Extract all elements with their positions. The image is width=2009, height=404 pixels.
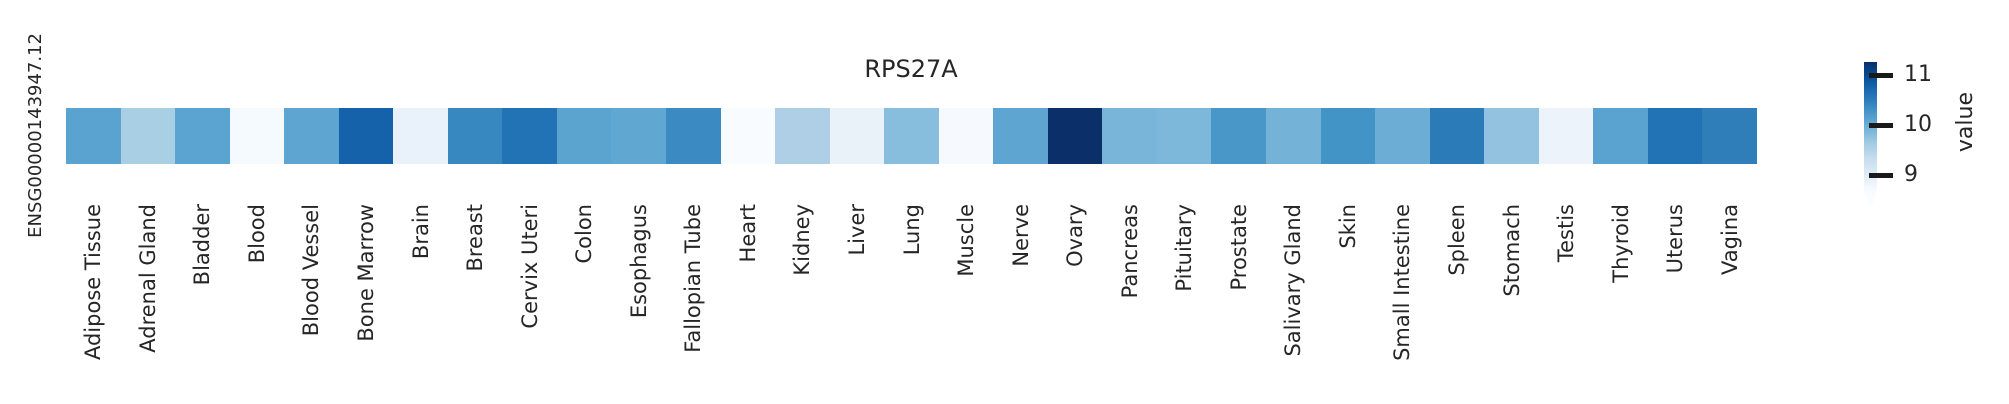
x-tick-label: Fallopian Tube [681, 204, 706, 353]
x-tick-label: Spleen [1444, 204, 1469, 276]
x-tick-label: Uterus [1663, 204, 1688, 274]
x-tick-label: Bladder [190, 204, 215, 286]
y-axis-row-label: ENSG00000143947.12 [25, 33, 46, 238]
colorbar-tick-mark [1869, 72, 1893, 78]
x-tick-label: Nerve [1008, 204, 1033, 267]
heatmap-cell [338, 108, 394, 164]
x-tick-label: Esophagus [626, 204, 651, 319]
heatmap-row [66, 108, 1757, 164]
heatmap-cell [1375, 108, 1430, 164]
x-tick-label: Ovary [1063, 204, 1088, 267]
x-tick-label: Breast [463, 204, 488, 272]
heatmap-cell [666, 108, 721, 164]
colorbar-value-label: value [1953, 92, 1978, 153]
x-tick-label: Salivary Gland [1281, 204, 1306, 357]
x-tick-label: Blood [244, 204, 269, 264]
x-tick-label: Small Intestine [1390, 204, 1415, 361]
x-tick-label: Prostate [1226, 204, 1251, 291]
heatmap-cell [1266, 108, 1321, 164]
x-tick-label: Bone Marrow [354, 204, 379, 342]
heatmap-cell [229, 108, 285, 164]
heatmap-cell [1211, 108, 1267, 164]
heatmap-cell [993, 108, 1048, 164]
colorbar-tick-label: 10 [1904, 112, 1932, 137]
x-tick-label: Pituitary [1172, 204, 1197, 292]
heatmap-cell [1647, 108, 1703, 164]
x-tick-label: Adipose Tissue [81, 204, 106, 361]
x-tick-label: Muscle [954, 204, 979, 277]
colorbar-tick-mark [1869, 172, 1893, 178]
heatmap-cell [720, 108, 776, 164]
x-tick-label: Lung [899, 204, 924, 256]
heatmap-cell [120, 108, 176, 164]
colorbar-tick-mark [1869, 122, 1893, 128]
heatmap-cell [1702, 108, 1757, 164]
x-tick-label: Kidney [790, 204, 815, 276]
x-tick-label: Cervix Uteri [517, 204, 542, 329]
colorbar-extend-min-arrow [1864, 190, 1877, 211]
x-tick-label: Skin [1335, 204, 1360, 249]
heatmap-cell [1047, 108, 1103, 164]
heatmap-cell [1156, 108, 1212, 164]
chart-title: RPS27A [864, 55, 958, 83]
x-tick-label: Heart [735, 204, 760, 263]
heatmap-cell [393, 108, 448, 164]
colorbar-tick-label: 9 [1904, 162, 1918, 187]
heatmap-cell [1484, 108, 1539, 164]
x-tick-label: Adrenal Gland [135, 204, 160, 353]
heatmap-cell [284, 108, 339, 164]
x-tick-label: Pancreas [1117, 204, 1142, 299]
heatmap-cell [447, 108, 503, 164]
heatmap-cell [175, 108, 230, 164]
x-tick-label: Vagina [1717, 204, 1742, 275]
heatmap-cell [884, 108, 939, 164]
heatmap-cell [1320, 108, 1376, 164]
x-tick-label: Blood Vessel [299, 204, 324, 337]
heatmap-cell [1102, 108, 1157, 164]
heatmap-cell [775, 108, 830, 164]
x-tick-label: Testis [1554, 204, 1579, 263]
heatmap-cell [829, 108, 885, 164]
x-tick-label: Liver [844, 204, 869, 256]
heatmap-cell [1538, 108, 1594, 164]
heatmap-cell [502, 108, 557, 164]
x-tick-label: Stomach [1499, 204, 1524, 297]
heatmap-cell [556, 108, 612, 164]
x-tick-label: Thyroid [1608, 204, 1633, 283]
heatmap-cell [1429, 108, 1485, 164]
heatmap-cell [1593, 108, 1648, 164]
heatmap-cell [66, 108, 121, 164]
heatmap-cell [611, 108, 667, 164]
x-tick-label: Colon [572, 204, 597, 264]
colorbar-tick-label: 11 [1904, 62, 1932, 87]
heatmap-cell [938, 108, 994, 164]
x-tick-label: Brain [408, 204, 433, 260]
